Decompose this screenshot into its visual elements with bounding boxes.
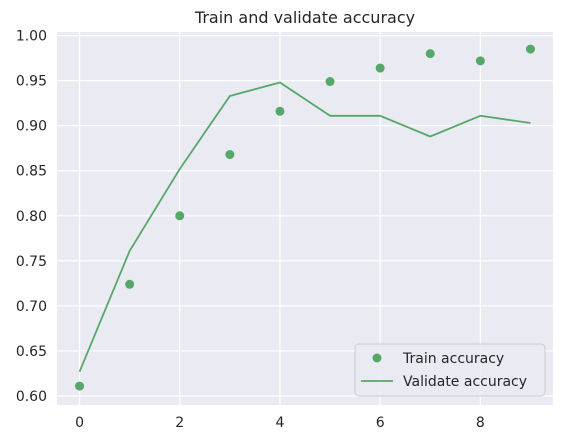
y-tick-label: 0.60 bbox=[16, 389, 47, 405]
data-point-train-accuracy bbox=[375, 63, 385, 73]
y-tick-label: 0.65 bbox=[16, 344, 47, 360]
x-tick-label: 2 bbox=[175, 415, 184, 431]
x-tick-label: 4 bbox=[275, 415, 284, 431]
data-point-train-accuracy bbox=[325, 77, 335, 87]
data-point-train-accuracy bbox=[225, 150, 235, 160]
legend-point-marker bbox=[372, 353, 382, 363]
y-tick-label: 0.70 bbox=[16, 299, 47, 315]
series-line-validate-accuracy bbox=[78, 81, 531, 373]
legend-label: Train accuracy bbox=[402, 351, 504, 367]
y-tick-label: 1.00 bbox=[16, 29, 47, 45]
x-tick-label: 6 bbox=[376, 415, 385, 431]
grid-lines bbox=[57, 32, 553, 405]
plot-area bbox=[57, 32, 553, 405]
data-point-train-accuracy bbox=[475, 56, 485, 66]
x-tick-label: 8 bbox=[476, 415, 485, 431]
data-point-train-accuracy bbox=[275, 106, 285, 116]
legend-box bbox=[354, 343, 546, 397]
data-point-train-accuracy bbox=[125, 279, 135, 289]
data-point-train-accuracy bbox=[425, 49, 435, 59]
y-tick-label: 0.90 bbox=[16, 119, 47, 135]
y-tick-label: 0.75 bbox=[16, 254, 47, 270]
y-tick-label: 0.85 bbox=[16, 164, 47, 180]
series-layer bbox=[75, 44, 535, 391]
chart-title: Train and validate accuracy bbox=[194, 8, 415, 27]
y-tick-label: 0.80 bbox=[16, 209, 47, 225]
legend: Train accuracy Validate accuracy bbox=[354, 343, 546, 397]
data-point-train-accuracy bbox=[525, 44, 535, 54]
x-tick-label: 0 bbox=[75, 415, 84, 431]
data-point-train-accuracy bbox=[75, 381, 85, 391]
data-point-train-accuracy bbox=[175, 211, 185, 221]
y-tick-label: 0.95 bbox=[16, 74, 47, 90]
legend-label: Validate accuracy bbox=[403, 374, 527, 390]
tick-labels: 0 2 4 6 8 0.60 0.65 0.70 0.75 0.80 0.85 0.90 0.95 1.0… bbox=[16, 29, 485, 431]
